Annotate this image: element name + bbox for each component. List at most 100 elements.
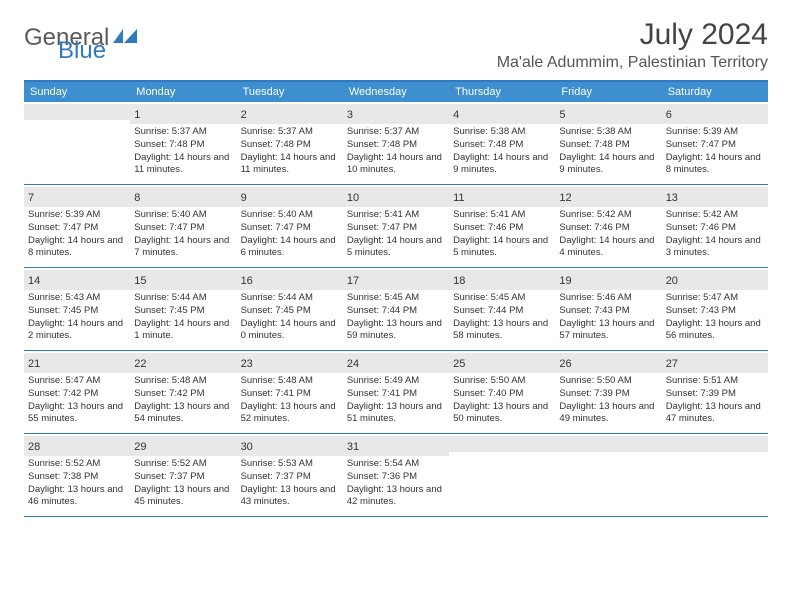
daynum-row: 6: [662, 104, 768, 124]
day-info: Sunrise: 5:41 AMSunset: 7:47 PMDaylight:…: [347, 209, 445, 260]
week-row: 28Sunrise: 5:52 AMSunset: 7:38 PMDayligh…: [24, 434, 768, 517]
daynum-row: 25: [449, 353, 555, 373]
day-header: Thursday: [449, 82, 555, 102]
day-info: Sunrise: 5:40 AMSunset: 7:47 PMDaylight:…: [241, 209, 339, 260]
day-cell: 22 Sunrise: 5:48 AMSunset: 7:42 PMDayligh…: [130, 351, 236, 433]
day-cell: 9Sunrise: 5:40 AMSunset: 7:47 PMDaylight…: [237, 185, 343, 267]
day-info: Sunrise: 5:54 AMSunset: 7:36 PMDaylight:…: [347, 458, 445, 509]
daynum-row: 24: [343, 353, 449, 373]
day-number: 8: [134, 192, 140, 204]
day-info: Sunrise: 5:51 AMSunset: 7:39 PMDaylight:…: [666, 375, 764, 426]
month-title: July 2024: [497, 18, 768, 52]
logo-mark-icon: [113, 29, 137, 52]
daynum-row: 18: [449, 270, 555, 290]
day-number: 13: [666, 192, 678, 204]
day-info: Sunrise: 5:44 AMSunset: 7:45 PMDaylight:…: [134, 292, 232, 343]
day-cell: 29 Sunrise: 5:52 AMSunset: 7:37 PMDayligh…: [130, 434, 236, 516]
day-cell: [555, 434, 661, 516]
day-cell: 16Sunrise: 5:44 AMSunset: 7:45 PMDayligh…: [237, 268, 343, 350]
day-number: 7: [28, 192, 34, 204]
day-number: 2: [241, 109, 247, 121]
day-cell: 13 Sunrise: 5:42 AMSunset: 7:46 PMDayligh…: [662, 185, 768, 267]
title-block: July 2024 Ma'ale Adummim, Palestinian Te…: [497, 18, 768, 72]
day-number: 29: [134, 441, 146, 453]
daynum-row: 13: [662, 187, 768, 207]
day-number: 20: [666, 275, 678, 287]
day-number: 30: [241, 441, 253, 453]
day-cell: 18Sunrise: 5:45 AMSunset: 7:44 PMDayligh…: [449, 268, 555, 350]
daynum-row: 4: [449, 104, 555, 124]
daynum-row: 27: [662, 353, 768, 373]
day-number: 11: [453, 192, 464, 204]
day-header: Monday: [130, 82, 236, 102]
day-number: 3: [347, 109, 353, 121]
day-info: Sunrise: 5:47 AMSunset: 7:43 PMDaylight:…: [666, 292, 764, 343]
day-number: 4: [453, 109, 459, 121]
day-cell: 4 Sunrise: 5:38 AMSunset: 7:48 PMDaylight…: [449, 102, 555, 184]
day-info: Sunrise: 5:48 AMSunset: 7:41 PMDaylight:…: [241, 375, 339, 426]
day-info: Sunrise: 5:53 AMSunset: 7:37 PMDaylight:…: [241, 458, 339, 509]
week-row: 7 Sunrise: 5:39 AMSunset: 7:47 PMDaylight…: [24, 185, 768, 268]
daynum-row: 11: [449, 187, 555, 207]
day-number: 6: [666, 109, 672, 121]
daynum-row: [24, 104, 130, 120]
day-info: Sunrise: 5:48 AMSunset: 7:42 PMDaylight:…: [134, 375, 232, 426]
daynum-row: 29: [130, 436, 236, 456]
daynum-row: 5: [555, 104, 661, 124]
day-header: Tuesday: [237, 82, 343, 102]
day-cell: 30 Sunrise: 5:53 AMSunset: 7:37 PMDayligh…: [237, 434, 343, 516]
daynum-row: 14: [24, 270, 130, 290]
day-number: 26: [559, 358, 571, 370]
daynum-row: 16: [237, 270, 343, 290]
daynum-row: 26: [555, 353, 661, 373]
day-info: Sunrise: 5:50 AMSunset: 7:39 PMDaylight:…: [559, 375, 657, 426]
daynum-row: 10: [343, 187, 449, 207]
day-info: Sunrise: 5:43 AMSunset: 7:45 PMDaylight:…: [28, 292, 126, 343]
day-number: 27: [666, 358, 678, 370]
day-cell: 1 Sunrise: 5:37 AMSunset: 7:48 PMDaylight…: [130, 102, 236, 184]
day-cell: 5 Sunrise: 5:38 AMSunset: 7:48 PMDaylight…: [555, 102, 661, 184]
calendar: Sunday Monday Tuesday Wednesday Thursday…: [24, 80, 768, 517]
daynum-row: 12: [555, 187, 661, 207]
daynum-row: [662, 436, 768, 452]
day-number: 24: [347, 358, 359, 370]
day-info: Sunrise: 5:52 AMSunset: 7:37 PMDaylight:…: [134, 458, 232, 509]
day-info: Sunrise: 5:50 AMSunset: 7:40 PMDaylight:…: [453, 375, 551, 426]
day-cell: 23Sunrise: 5:48 AMSunset: 7:41 PMDayligh…: [237, 351, 343, 433]
week-row: 1 Sunrise: 5:37 AMSunset: 7:48 PMDaylight…: [24, 102, 768, 185]
daynum-row: 30: [237, 436, 343, 456]
day-cell: 20 Sunrise: 5:47 AMSunset: 7:43 PMDayligh…: [662, 268, 768, 350]
header: General Blue July 2024 Ma'ale Adummim, P…: [24, 18, 768, 72]
day-number: 15: [134, 275, 146, 287]
day-info: Sunrise: 5:45 AMSunset: 7:44 PMDaylight:…: [453, 292, 551, 343]
day-info: Sunrise: 5:39 AMSunset: 7:47 PMDaylight:…: [28, 209, 126, 260]
day-number: 16: [241, 275, 253, 287]
day-cell: [24, 102, 130, 184]
day-number: 5: [559, 109, 565, 121]
week-row: 21Sunrise: 5:47 AMSunset: 7:42 PMDayligh…: [24, 351, 768, 434]
day-cell: 26 Sunrise: 5:50 AMSunset: 7:39 PMDayligh…: [555, 351, 661, 433]
day-number: 19: [559, 275, 571, 287]
day-info: Sunrise: 5:41 AMSunset: 7:46 PMDaylight:…: [453, 209, 551, 260]
day-number: 1: [134, 109, 140, 121]
day-info: Sunrise: 5:52 AMSunset: 7:38 PMDaylight:…: [28, 458, 126, 509]
day-info: Sunrise: 5:45 AMSunset: 7:44 PMDaylight:…: [347, 292, 445, 343]
day-number: 25: [453, 358, 465, 370]
day-cell: 6Sunrise: 5:39 AMSunset: 7:47 PMDaylight…: [662, 102, 768, 184]
day-info: Sunrise: 5:42 AMSunset: 7:46 PMDaylight:…: [559, 209, 657, 260]
logo: General Blue: [24, 24, 139, 52]
day-cell: 15 Sunrise: 5:44 AMSunset: 7:45 PMDayligh…: [130, 268, 236, 350]
day-cell: [449, 434, 555, 516]
day-info: Sunrise: 5:37 AMSunset: 7:48 PMDaylight:…: [134, 126, 232, 177]
day-header: Sunday: [24, 82, 130, 102]
day-info: Sunrise: 5:38 AMSunset: 7:48 PMDaylight:…: [559, 126, 657, 177]
day-number: 14: [28, 275, 40, 287]
daynum-row: 7: [24, 187, 130, 207]
day-number: 22: [134, 358, 146, 370]
day-number: 10: [347, 192, 359, 204]
day-cell: 25 Sunrise: 5:50 AMSunset: 7:40 PMDayligh…: [449, 351, 555, 433]
daynum-row: 23: [237, 353, 343, 373]
day-info: Sunrise: 5:38 AMSunset: 7:48 PMDaylight:…: [453, 126, 551, 177]
day-cell: 8Sunrise: 5:40 AMSunset: 7:47 PMDaylight…: [130, 185, 236, 267]
day-info: Sunrise: 5:42 AMSunset: 7:46 PMDaylight:…: [666, 209, 764, 260]
